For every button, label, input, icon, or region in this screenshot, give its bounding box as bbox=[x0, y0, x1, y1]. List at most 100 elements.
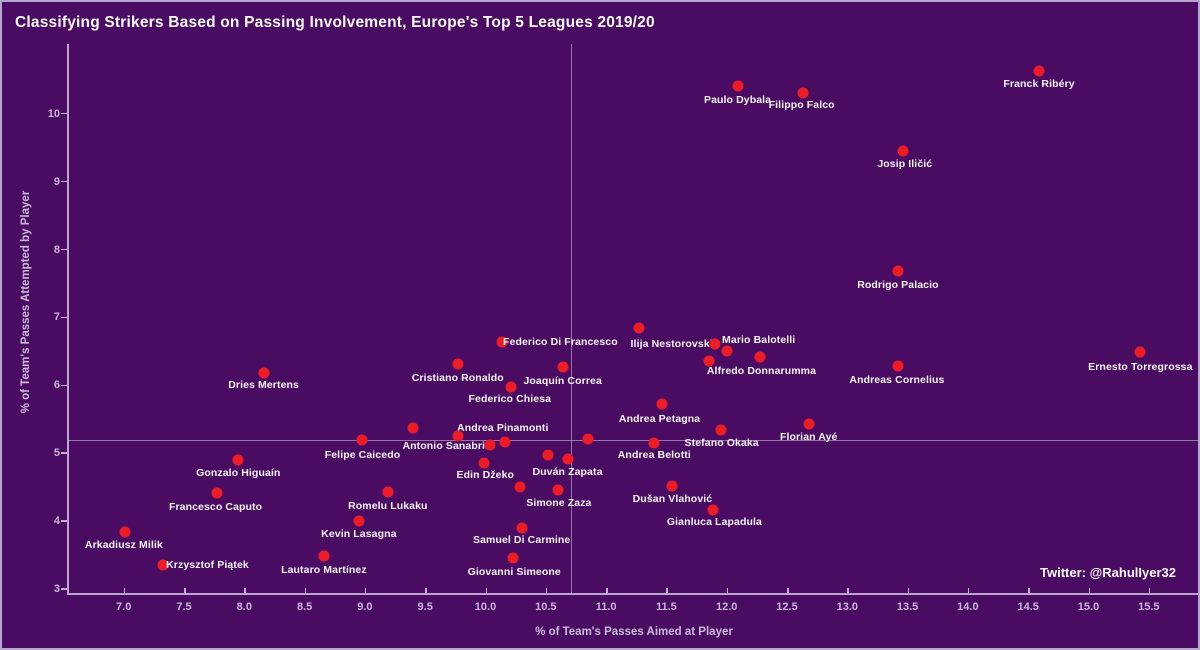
player-label: Dries Mertens bbox=[228, 379, 299, 392]
y-axis-tick-label: 10 bbox=[47, 107, 60, 120]
data-point bbox=[715, 424, 727, 436]
x-axis-tick-label: 7.0 bbox=[116, 601, 132, 613]
x-axis-tick bbox=[304, 588, 307, 593]
data-point bbox=[721, 345, 733, 357]
data-point bbox=[703, 355, 715, 367]
twitter-handle-watermark: Twitter: @RahulIyer32 bbox=[1040, 565, 1176, 580]
y-axis-tick-label: 3 bbox=[53, 583, 60, 595]
x-axis-title: % of Team's Passes Aimed at Player bbox=[535, 626, 733, 638]
data-point bbox=[157, 559, 169, 571]
data-point bbox=[232, 454, 244, 466]
player-label: Dušan Vlahović bbox=[632, 493, 713, 506]
player-label: Duván Zapata bbox=[532, 466, 603, 479]
chart-title: Classifying Strikers Based on Passing In… bbox=[15, 14, 655, 31]
data-point bbox=[356, 434, 368, 446]
x-axis-tick bbox=[726, 588, 729, 593]
y-axis-tick bbox=[61, 316, 67, 319]
y-axis-spine bbox=[67, 44, 69, 593]
player-label: Andrea Pinamonti bbox=[457, 422, 549, 435]
x-axis-tick-label: 14.5 bbox=[1017, 601, 1039, 613]
data-point bbox=[119, 526, 131, 538]
x-axis-tick bbox=[1028, 588, 1030, 593]
y-axis-tick bbox=[61, 248, 67, 251]
x-axis-tick-label: 14.0 bbox=[957, 601, 979, 613]
data-point bbox=[1134, 346, 1146, 358]
player-label: Joaquín Correa bbox=[523, 374, 602, 387]
x-axis-tick bbox=[847, 588, 849, 593]
y-axis-tick-label: 8 bbox=[53, 243, 60, 256]
x-axis-tick bbox=[1148, 588, 1151, 593]
player-label: Edin Džeko bbox=[456, 468, 515, 481]
x-axis-tick-label: 12.5 bbox=[776, 601, 798, 613]
y-axis-tick bbox=[61, 588, 67, 590]
data-point bbox=[552, 484, 564, 496]
x-axis-tick bbox=[907, 588, 910, 593]
data-point bbox=[452, 358, 464, 370]
player-label: Cristiano Ronaldo bbox=[411, 371, 504, 384]
player-label: Stefano Okaka bbox=[684, 437, 759, 450]
player-label: Franck Ribéry bbox=[1003, 77, 1075, 90]
data-point bbox=[897, 145, 909, 157]
x-axis-tick-label: 11.0 bbox=[595, 601, 617, 613]
data-point bbox=[318, 550, 330, 562]
x-axis-tick-label: 7.5 bbox=[176, 601, 192, 613]
data-point bbox=[507, 552, 519, 564]
y-axis-tick bbox=[61, 452, 67, 454]
data-point bbox=[516, 522, 528, 534]
player-label: Antonio Sanabria bbox=[402, 439, 492, 452]
vertical-reference-line bbox=[571, 44, 573, 593]
data-point bbox=[562, 453, 573, 465]
data-point bbox=[484, 439, 496, 451]
player-label: Filippo Falco bbox=[768, 99, 835, 112]
x-axis-tick bbox=[485, 588, 487, 593]
data-point bbox=[754, 351, 766, 363]
data-point bbox=[211, 487, 223, 499]
player-label: Florian Ayé bbox=[779, 431, 838, 443]
horizontal-reference-line bbox=[68, 440, 1198, 442]
player-label: Federico Di Francesco bbox=[503, 335, 618, 348]
player-label: Samuel Di Carmine bbox=[472, 533, 571, 546]
y-axis-tick bbox=[61, 180, 67, 183]
y-axis-tick-label: 9 bbox=[53, 175, 60, 188]
data-point bbox=[656, 398, 668, 410]
data-point bbox=[582, 433, 594, 445]
x-axis-tick bbox=[666, 588, 668, 593]
x-axis-tick bbox=[364, 588, 367, 593]
player-label: Kevin Lasagna bbox=[321, 528, 397, 541]
data-point bbox=[648, 437, 660, 449]
data-point bbox=[353, 515, 365, 527]
player-label: Gianluca Lapadula bbox=[666, 515, 762, 528]
data-point bbox=[666, 480, 678, 492]
player-label: Rodrigo Palacio bbox=[857, 279, 939, 292]
data-point bbox=[542, 449, 554, 461]
player-label: Lautaro Martínez bbox=[281, 563, 367, 576]
player-label: Romelu Lukaku bbox=[348, 499, 428, 512]
player-label: Francesco Caputo bbox=[168, 501, 263, 514]
y-axis-title: % of Team's Passes Attempted by Player bbox=[20, 190, 32, 414]
data-point bbox=[709, 338, 721, 350]
x-axis-tick-label: 15.0 bbox=[1077, 601, 1100, 613]
x-axis-tick bbox=[184, 588, 186, 593]
data-point bbox=[514, 481, 526, 493]
x-axis-tick-label: 13.0 bbox=[836, 601, 859, 613]
data-point bbox=[478, 457, 490, 469]
x-axis-tick-label: 12.0 bbox=[715, 601, 738, 613]
player-label: Simone Zaza bbox=[526, 496, 592, 509]
x-axis-tick-label: 11.5 bbox=[655, 601, 677, 613]
player-label: Josip Iličić bbox=[877, 158, 933, 171]
player-label: Federico Chiesa bbox=[468, 393, 552, 406]
data-point bbox=[452, 430, 464, 442]
x-axis-tick-label: 8.0 bbox=[236, 601, 252, 613]
x-axis-tick bbox=[425, 588, 427, 593]
x-axis-tick-label: 13.5 bbox=[896, 601, 919, 613]
data-point bbox=[732, 80, 744, 92]
player-label: Mario Balotelli bbox=[722, 334, 796, 347]
data-point bbox=[258, 367, 270, 379]
x-axis-tick bbox=[606, 588, 608, 593]
data-point bbox=[407, 422, 419, 434]
player-label: Paulo Dybala bbox=[703, 93, 772, 106]
data-point bbox=[707, 504, 719, 516]
y-axis-tick-label: 5 bbox=[53, 447, 60, 460]
data-point bbox=[496, 336, 508, 348]
x-axis-spine bbox=[67, 593, 1198, 595]
